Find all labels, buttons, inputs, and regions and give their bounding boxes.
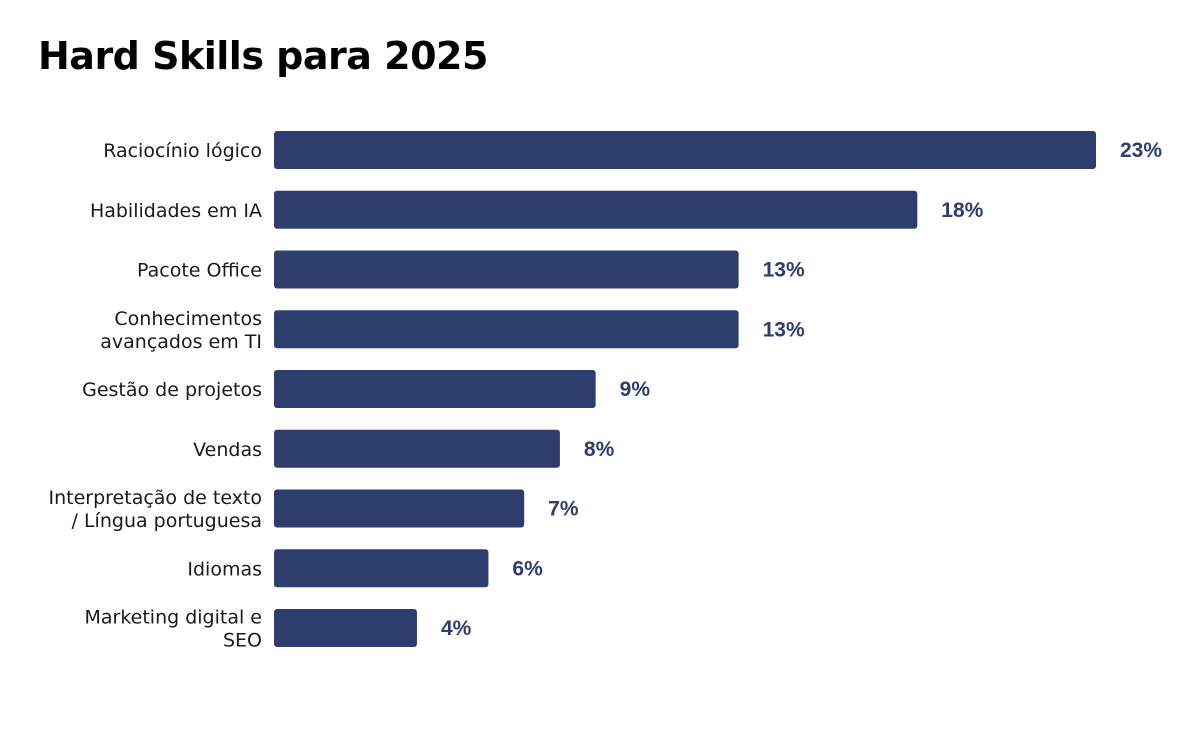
value-label-3: 13% [763,318,805,341]
value-label-8: 4% [441,617,472,640]
bar-0 [274,131,1096,169]
value-label-1: 18% [941,199,983,222]
category-label-0: Raciocínio lógico [103,140,262,162]
category-label-1: Habilidades em IA [90,200,262,222]
category-label-4: Gestão de projetos [82,379,262,401]
category-label-7: Idiomas [187,558,262,580]
category-label-6: Interpretação de texto / Língua portugues… [49,487,263,532]
value-label-7: 6% [512,557,543,580]
bar-6 [274,489,525,528]
value-label-6: 7% [548,498,579,521]
value-label-2: 13% [763,259,805,282]
category-label-8: Marketing digital e SEO [84,607,262,652]
bar-4 [274,370,596,408]
bar-5 [274,429,560,468]
value-label-5: 8% [584,438,615,461]
bar-1 [274,190,918,229]
bar-3 [274,310,739,349]
category-label-2: Pacote Office [137,260,262,282]
bar-7 [274,549,489,588]
bar-8 [274,609,417,647]
value-label-4: 9% [620,378,651,401]
category-label-3: Conhecimentos avançados em TI [100,308,262,353]
chart-title: Hard Skills para 2025 [38,34,488,78]
category-label-5: Vendas [193,439,262,461]
bar-2 [274,250,739,289]
value-label-0: 23% [1120,139,1162,162]
